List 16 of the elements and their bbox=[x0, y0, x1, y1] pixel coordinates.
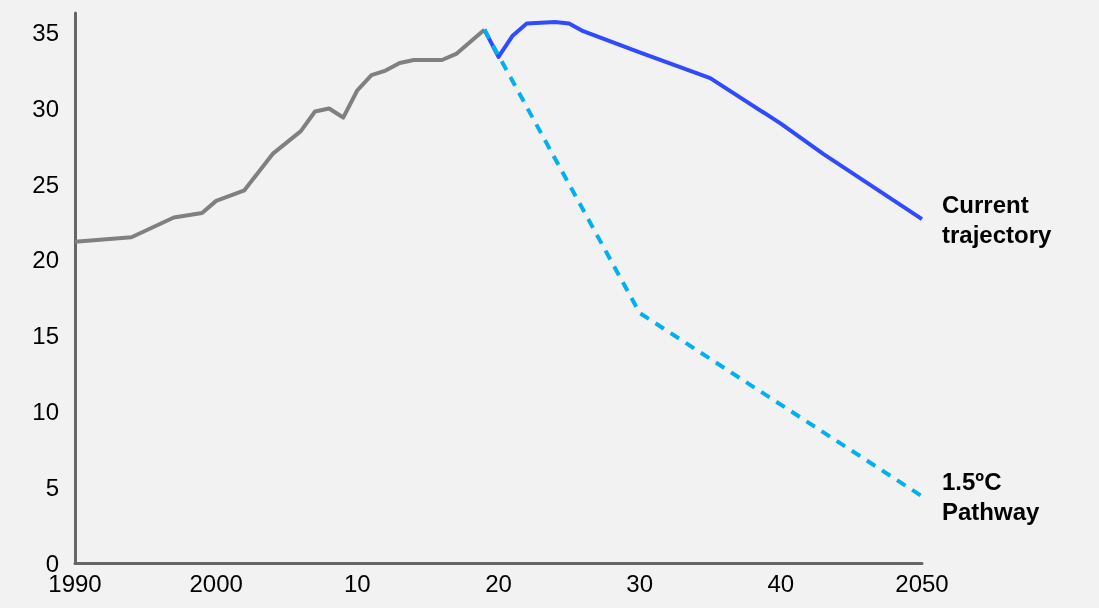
y-tick-label: 10 bbox=[32, 397, 59, 425]
y-tick-label: 30 bbox=[32, 94, 59, 122]
series-label: 1.5ºC Pathway bbox=[942, 467, 1041, 525]
series-label: Current trajectory bbox=[942, 190, 1053, 248]
line-series bbox=[73, 27, 487, 244]
y-tick-label: 25 bbox=[32, 170, 59, 198]
x-tick-label: 2050 bbox=[895, 569, 949, 597]
y-tick-label: 15 bbox=[32, 322, 59, 350]
x-tick-label: 10 bbox=[343, 569, 371, 597]
y-tick-label: 20 bbox=[32, 246, 59, 274]
y-tick-label: 5 bbox=[45, 473, 59, 501]
x-tick-label: 40 bbox=[767, 569, 795, 597]
x-tick-label: 30 bbox=[626, 569, 654, 597]
y-tick-label: 35 bbox=[32, 19, 59, 47]
x-tick-label: 20 bbox=[485, 569, 512, 597]
x-tick-label: 2000 bbox=[189, 569, 243, 597]
